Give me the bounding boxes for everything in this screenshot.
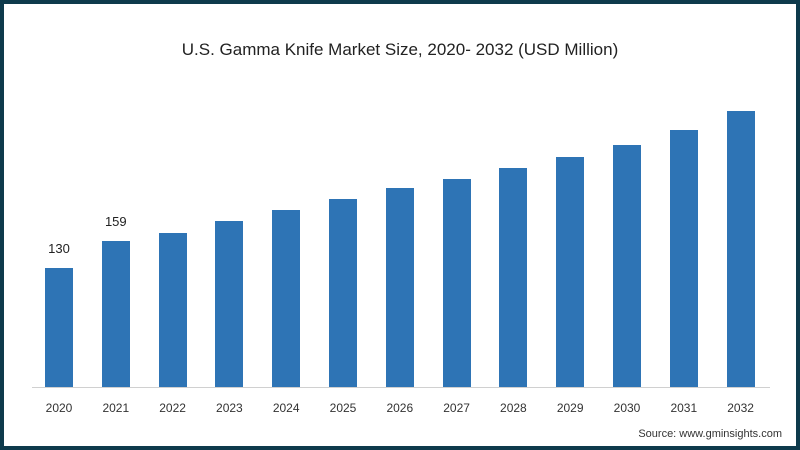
x-tick-2027: 2027 [443,401,470,415]
bar-2021 [101,241,130,387]
x-tick-2032: 2032 [727,401,754,415]
x-tick-2024: 2024 [272,401,300,415]
bar-2029 [556,157,585,387]
x-tick-2030: 2030 [613,401,641,415]
plot-area: 130 159 [32,60,770,387]
source-note: Source: www.gminsights.com [638,428,782,440]
bar-2026 [385,188,414,387]
x-tick-2022: 2022 [159,401,186,415]
bar-2031 [669,129,698,387]
x-tick-2026: 2026 [386,401,414,415]
bar-2032 [726,111,755,387]
bar-2024 [272,210,301,387]
x-axis-line [32,387,770,388]
x-tick-2021: 2021 [102,401,130,415]
bar-2027 [442,179,471,387]
bar-2020 [45,267,73,387]
bar-2022 [158,233,187,387]
bar-2023 [215,221,244,387]
x-tick-2029: 2029 [556,401,584,415]
x-tick-2031: 2031 [670,401,698,415]
bar-2028 [499,168,528,387]
chart-title: U.S. Gamma Knife Market Size, 2020- 2032… [181,40,619,59]
x-tick-2023: 2023 [216,401,243,415]
data-label-2021: 159 [104,214,127,230]
bar-2025 [329,199,357,387]
bar-2030 [613,145,641,387]
x-tick-2020: 2020 [45,401,73,415]
x-tick-2028: 2028 [500,401,527,415]
x-tick-2025: 2025 [329,401,357,415]
data-label-2020: 130 [48,240,70,256]
